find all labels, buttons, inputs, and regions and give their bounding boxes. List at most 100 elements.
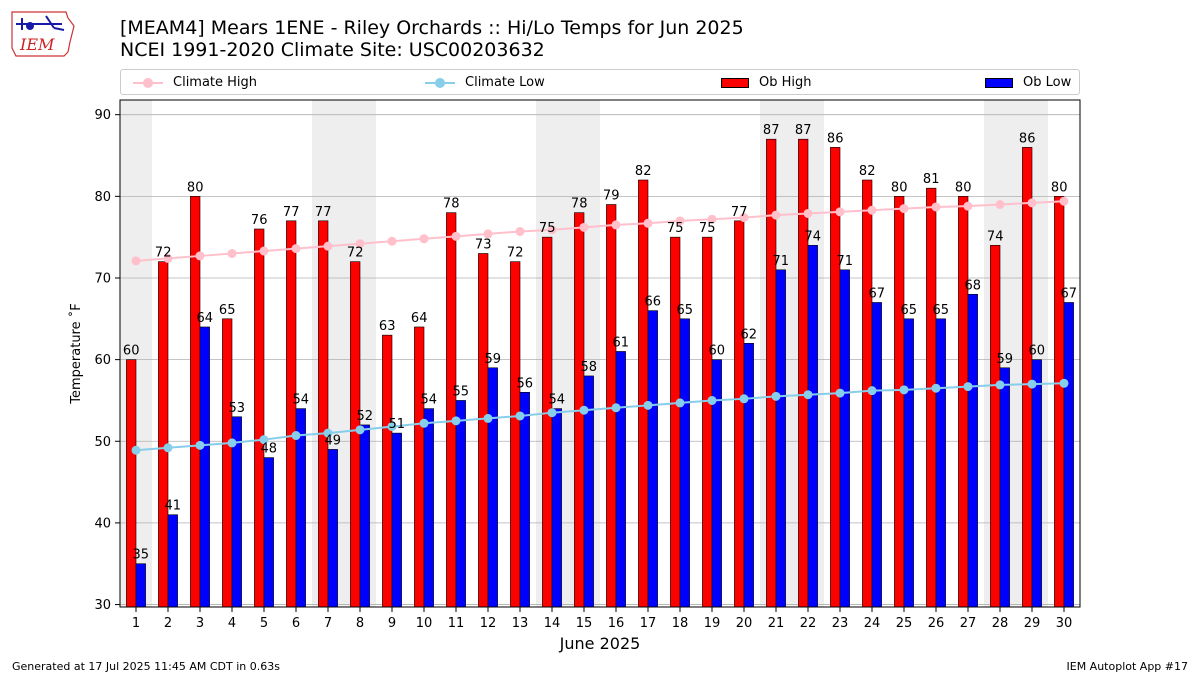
data-label-ob-high: 77 [315,205,332,220]
x-tick-label: 23 [832,616,849,631]
data-label-ob-low: 67 [1061,286,1078,301]
x-tick-label: 27 [960,616,977,631]
data-label-ob-high: 77 [283,205,300,220]
data-label-ob-low: 65 [933,303,950,318]
point-climate-high [803,208,813,218]
data-label-ob-low: 60 [1029,344,1046,359]
iowa-outline-icon [11,11,75,57]
bar-ob-high [414,326,425,608]
line-climate-high [135,200,1065,262]
data-label-ob-low: 65 [677,303,694,318]
y-tick-label: 80 [94,190,111,205]
bar-ob-high [1054,196,1065,608]
data-label-ob-high: 75 [539,221,556,236]
point-climate-low [611,403,621,413]
bar-ob-low [807,245,818,608]
point-climate-low [675,398,685,408]
data-label-ob-low: 65 [901,303,918,318]
data-label-ob-low: 54 [549,393,566,408]
point-climate-low [707,395,717,405]
chart-title: [MEAM4] Mears 1ENE - Riley Orchards :: H… [120,17,744,39]
y-tick-label: 40 [94,516,111,531]
data-label-ob-low: 64 [197,311,214,326]
legend-item-climate-low: Climate Low [425,74,545,91]
data-label-ob-low: 52 [357,409,374,424]
data-label-ob-low: 59 [485,352,502,367]
point-climate-high [611,220,621,230]
data-label-ob-low: 41 [165,499,182,514]
x-tick-label: 28 [992,616,1009,631]
point-climate-low [1027,379,1037,389]
x-tick-label: 17 [640,616,657,631]
point-climate-high [163,253,173,263]
data-label-ob-high: 82 [635,164,652,179]
legend-marker [435,78,445,88]
point-climate-high [259,246,269,256]
y-tick-label: 50 [94,435,111,450]
point-climate-high [483,229,493,239]
data-label-ob-low: 71 [773,254,790,269]
point-climate-high [675,216,685,226]
legend-label-climate-high: Climate High [173,75,258,90]
bar-ob-high [638,179,649,608]
x-tick-label: 21 [768,616,785,631]
legend-item-climate-high: Climate High [133,74,257,91]
weather-station-icon [16,15,65,31]
data-label-ob-high: 75 [667,221,684,236]
point-climate-low [1059,378,1069,388]
data-label-ob-low: 62 [741,327,758,342]
data-label-ob-low: 49 [325,433,342,448]
y-axis-label: Temperature ˚F [68,303,84,404]
point-climate-high [419,234,429,244]
data-label-ob-high: 82 [859,164,876,179]
bar-ob-high [542,236,553,608]
point-climate-low [259,435,269,445]
bar-ob-low [839,269,850,608]
point-climate-low [387,422,397,432]
data-label-ob-low: 54 [293,393,310,408]
point-climate-high [547,225,557,235]
point-climate-low [867,386,877,396]
bar-ob-high [286,220,297,608]
point-climate-high [515,226,525,236]
legend-label-climate-low: Climate Low [465,75,545,90]
data-label-ob-high: 72 [507,246,524,261]
bar-ob-high [318,220,329,608]
bar-ob-low [199,326,210,608]
x-axis-label: June 2025 [559,634,641,653]
point-climate-high [899,204,909,214]
point-climate-high [643,218,653,228]
point-climate-low [355,425,365,435]
point-climate-low [739,394,749,404]
data-label-ob-high: 80 [955,180,972,195]
legend-swatch-climate-low [425,74,455,91]
bar-ob-low [743,342,754,608]
bar-ob-high [382,334,393,608]
x-tick-label: 24 [864,616,881,631]
data-label-ob-low: 74 [805,229,822,244]
bar-ob-low [679,318,690,608]
bar-ob-high [478,253,489,608]
bar-ob-high [126,359,137,608]
x-tick-label: 30 [1056,616,1073,631]
legend-label-ob-high: Ob High [759,75,812,90]
bar-ob-high [702,236,713,608]
autoplot-app-label: IEM Autoplot App #17 [1066,660,1189,673]
data-label-ob-high: 86 [1019,131,1036,146]
point-climate-low [579,405,589,415]
x-tick-label: 4 [228,616,236,631]
bar-ob-low [167,514,178,608]
bar-ob-low [1031,359,1042,608]
point-climate-low [323,428,333,438]
data-label-ob-high: 73 [475,237,492,252]
x-tick-label: 29 [1024,616,1041,631]
data-label-ob-high: 87 [763,123,780,138]
point-climate-high [867,205,877,215]
data-label-ob-high: 76 [251,213,268,228]
bar-ob-low [263,457,274,608]
bar-ob-low [871,302,882,608]
bar-ob-high [350,261,361,608]
point-climate-high [195,251,205,261]
bar-ob-high [158,261,169,608]
